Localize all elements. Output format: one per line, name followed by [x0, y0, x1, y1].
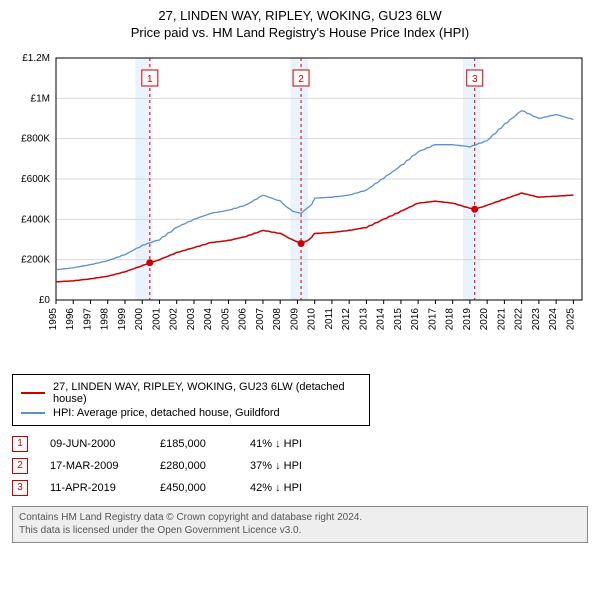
svg-text:1995: 1995 — [48, 307, 59, 330]
attribution: Contains HM Land Registry data © Crown c… — [12, 506, 588, 543]
svg-text:1998: 1998 — [100, 307, 111, 330]
svg-text:2023: 2023 — [531, 307, 542, 330]
svg-text:£600K: £600K — [21, 174, 50, 185]
svg-text:£200K: £200K — [21, 254, 50, 265]
chart-svg: £0 £200K £400K £600K £800K £1M £1.2M 1995 1996 19… — [12, 48, 588, 368]
svg-text:2010: 2010 — [307, 307, 318, 330]
attribution-line: Contains HM Land Registry data © Crown c… — [19, 511, 581, 525]
sale-delta: 41% ↓ HPI — [250, 438, 360, 450]
legend: 27, LINDEN WAY, RIPLEY, WOKING, GU23 6LW… — [12, 374, 370, 426]
price-chart: £0 £200K £400K £600K £800K £1M £1.2M 1995 1996 19… — [12, 48, 588, 368]
svg-text:2004: 2004 — [203, 307, 214, 330]
svg-text:£400K: £400K — [21, 214, 50, 225]
svg-text:2024: 2024 — [548, 307, 559, 330]
svg-text:1996: 1996 — [65, 307, 76, 330]
sale-date: 11-APR-2019 — [50, 482, 160, 494]
svg-text:£1.2M: £1.2M — [22, 53, 50, 64]
svg-text:3: 3 — [472, 74, 478, 85]
sale-marker-icon: 2 — [12, 458, 28, 474]
svg-text:2012: 2012 — [341, 307, 352, 330]
svg-text:£1M: £1M — [31, 93, 50, 104]
title-line-1: 27, LINDEN WAY, RIPLEY, WOKING, GU23 6LW — [12, 8, 588, 25]
sale-price: £185,000 — [160, 438, 250, 450]
svg-text:1: 1 — [147, 74, 153, 85]
svg-text:2006: 2006 — [238, 307, 249, 330]
svg-text:2008: 2008 — [272, 307, 283, 330]
svg-text:2022: 2022 — [514, 307, 525, 330]
svg-text:2018: 2018 — [445, 307, 456, 330]
svg-text:2011: 2011 — [324, 307, 335, 329]
svg-text:2016: 2016 — [410, 307, 421, 330]
sales-row: 1 09-JUN-2000 £185,000 41% ↓ HPI — [12, 436, 588, 452]
sale-delta: 42% ↓ HPI — [250, 482, 360, 494]
svg-text:2001: 2001 — [151, 307, 162, 330]
legend-swatch — [21, 392, 45, 394]
svg-text:2014: 2014 — [376, 307, 387, 330]
svg-text:£800K: £800K — [21, 133, 50, 144]
svg-text:2020: 2020 — [479, 307, 490, 330]
sales-table: 1 09-JUN-2000 £185,000 41% ↓ HPI 2 17-MA… — [12, 436, 588, 496]
sales-row: 3 11-APR-2019 £450,000 42% ↓ HPI — [12, 480, 588, 496]
sale-delta: 37% ↓ HPI — [250, 460, 360, 472]
svg-text:2009: 2009 — [289, 307, 300, 330]
legend-swatch — [21, 412, 45, 414]
svg-text:2005: 2005 — [220, 307, 231, 330]
svg-text:2007: 2007 — [255, 307, 266, 330]
svg-text:2017: 2017 — [427, 307, 438, 330]
title-line-2: Price paid vs. HM Land Registry's House … — [12, 25, 588, 42]
sale-date: 09-JUN-2000 — [50, 438, 160, 450]
svg-text:£0: £0 — [39, 295, 51, 306]
svg-text:2021: 2021 — [496, 307, 507, 330]
sale-marker-icon: 3 — [12, 480, 28, 496]
svg-text:1999: 1999 — [117, 307, 128, 330]
svg-text:2003: 2003 — [186, 307, 197, 330]
sale-marker-icon: 1 — [12, 436, 28, 452]
legend-item: 27, LINDEN WAY, RIPLEY, WOKING, GU23 6LW… — [21, 381, 361, 405]
sales-row: 2 17-MAR-2009 £280,000 37% ↓ HPI — [12, 458, 588, 474]
svg-text:2002: 2002 — [169, 307, 180, 330]
sale-price: £280,000 — [160, 460, 250, 472]
attribution-line: This data is licensed under the Open Gov… — [19, 524, 581, 538]
legend-label: 27, LINDEN WAY, RIPLEY, WOKING, GU23 6LW… — [53, 381, 361, 405]
svg-text:2013: 2013 — [358, 307, 369, 330]
svg-text:1997: 1997 — [82, 307, 93, 330]
svg-text:2019: 2019 — [462, 307, 473, 330]
legend-label: HPI: Average price, detached house, Guil… — [53, 407, 280, 419]
legend-item: HPI: Average price, detached house, Guil… — [21, 407, 361, 419]
sale-price: £450,000 — [160, 482, 250, 494]
svg-text:2025: 2025 — [565, 307, 576, 330]
svg-text:2: 2 — [298, 74, 304, 85]
sale-date: 17-MAR-2009 — [50, 460, 160, 472]
svg-text:2000: 2000 — [134, 307, 145, 330]
svg-text:2015: 2015 — [393, 307, 404, 330]
